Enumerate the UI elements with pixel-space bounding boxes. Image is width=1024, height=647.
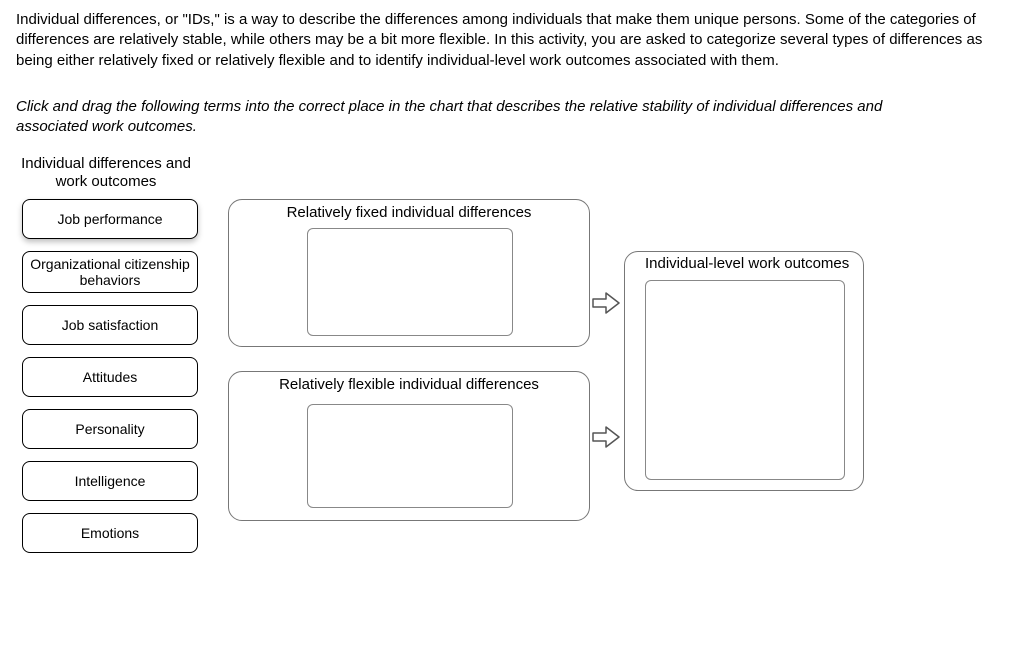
dropzone-flexible-slot[interactable]	[307, 404, 513, 508]
term-organizational-citizenship[interactable]: Organizational citizenship behaviors	[22, 251, 198, 293]
dropzone-fixed-title: Relatively fixed individual differences	[285, 203, 534, 223]
arrow-right-icon	[592, 425, 620, 449]
term-intelligence[interactable]: Intelligence	[22, 461, 198, 501]
draggable-terms-list: Job performance Organizational citizensh…	[22, 199, 198, 565]
dropzone-work-outcomes[interactable]: Individual-level work outcomes	[624, 251, 864, 491]
dropzone-flexible-title: Relatively flexible individual differenc…	[277, 375, 541, 395]
dropzone-flexible-differences[interactable]: Relatively flexible individual differenc…	[228, 371, 590, 521]
arrow-right-icon	[592, 291, 620, 315]
term-job-performance[interactable]: Job performance	[22, 199, 198, 239]
dropzone-fixed-differences[interactable]: Relatively fixed individual differences	[228, 199, 590, 347]
dropzone-fixed-slot[interactable]	[307, 228, 513, 336]
activity-layout: Job performance Organizational citizensh…	[16, 199, 1008, 619]
terms-column-header: Individual differences and work outcomes	[16, 155, 196, 191]
intro-paragraph: Individual differences, or "IDs," is a w…	[16, 10, 996, 71]
dropzone-outcomes-title: Individual-level work outcomes	[643, 254, 851, 274]
term-emotions[interactable]: Emotions	[22, 513, 198, 553]
term-personality[interactable]: Personality	[22, 409, 198, 449]
instruction-text: Click and drag the following terms into …	[16, 97, 936, 138]
term-attitudes[interactable]: Attitudes	[22, 357, 198, 397]
term-job-satisfaction[interactable]: Job satisfaction	[22, 305, 198, 345]
dropzone-outcomes-slot[interactable]	[645, 280, 845, 480]
